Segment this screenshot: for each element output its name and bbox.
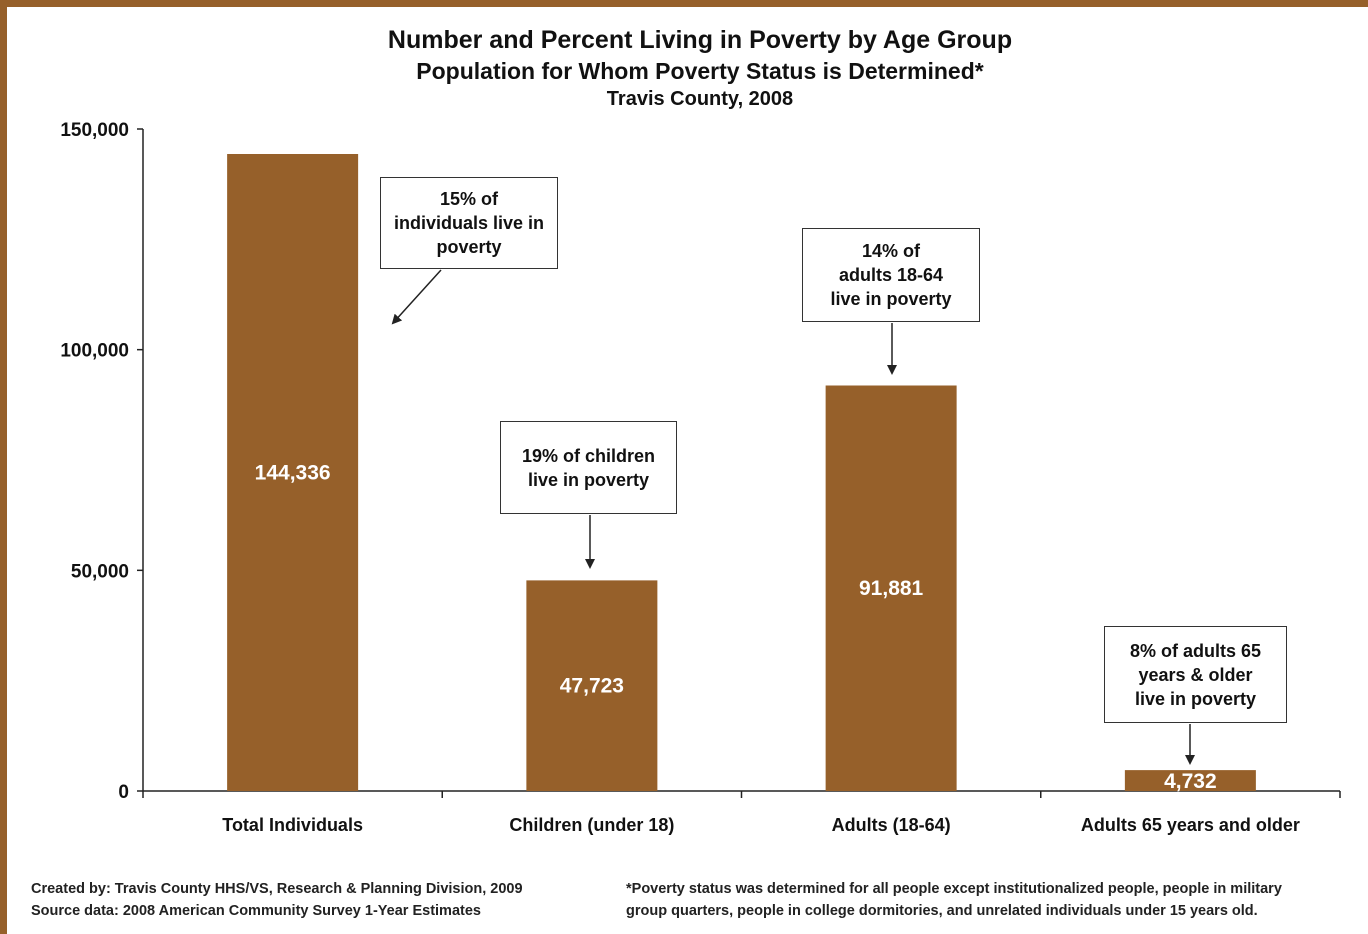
callout-arrow bbox=[391, 269, 442, 325]
y-tick-label: 50,000 bbox=[71, 561, 129, 582]
x-tick-label: Adults 65 years and older bbox=[1081, 815, 1300, 835]
callout-children: 19% of children live in poverty bbox=[500, 421, 677, 514]
callout-adults: 14% of adults 18-64 live in poverty bbox=[802, 228, 980, 322]
bar-value-label: 144,336 bbox=[255, 461, 331, 484]
x-tick-label: Total Individuals bbox=[222, 815, 363, 835]
bar-value-label: 4,732 bbox=[1164, 770, 1217, 793]
callout-total: 15% of individuals live in poverty bbox=[380, 177, 558, 269]
bar-value-label: 47,723 bbox=[560, 675, 624, 698]
bar-value-label: 91,881 bbox=[859, 577, 924, 600]
footer-note-line2: group quarters, people in college dormit… bbox=[626, 903, 1258, 919]
footer-credits: Created by: Travis County HHS/VS, Resear… bbox=[31, 878, 523, 922]
footer-note-line1: *Poverty status was determined for all p… bbox=[626, 881, 1282, 897]
x-tick-label: Children (under 18) bbox=[509, 815, 674, 835]
bar bbox=[825, 385, 957, 791]
y-tick-label: 150,000 bbox=[60, 120, 129, 141]
bar bbox=[227, 153, 359, 791]
callout-seniors: 8% of adults 65 years & older live in po… bbox=[1104, 626, 1287, 723]
footer-created-by: Created by: Travis County HHS/VS, Resear… bbox=[31, 881, 523, 897]
chart-subtitle-location: Travis County, 2008 bbox=[606, 88, 794, 110]
bar bbox=[1124, 770, 1256, 791]
bar bbox=[526, 580, 658, 791]
x-tick-label: Adults (18-64) bbox=[832, 815, 951, 835]
y-tick-label: 0 bbox=[118, 782, 129, 803]
chart-title-block: Number and Percent Living in Poverty by … bbox=[0, 24, 1368, 112]
chart-title: Number and Percent Living in Poverty by … bbox=[387, 26, 1013, 54]
footer-source: Source data: 2008 American Community Sur… bbox=[31, 903, 481, 919]
footer-note: *Poverty status was determined for all p… bbox=[626, 878, 1282, 922]
chart-subtitle: Population for Whom Poverty Status is De… bbox=[416, 58, 984, 84]
y-tick-label: 100,000 bbox=[60, 341, 129, 362]
